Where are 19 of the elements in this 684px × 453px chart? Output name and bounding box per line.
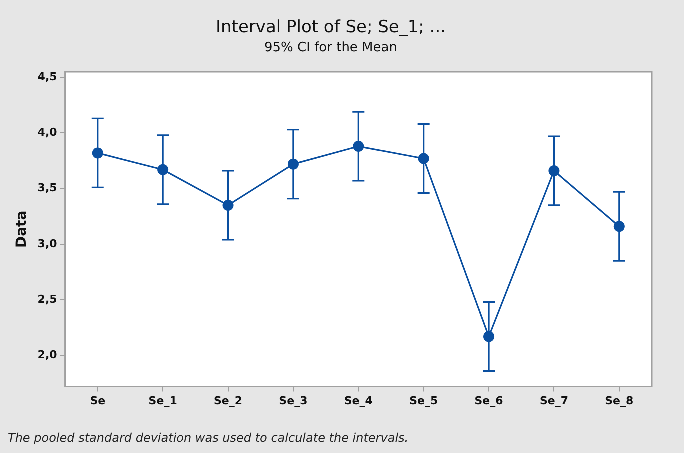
x-tick-label: Se_6 — [474, 394, 504, 408]
text: The pooled standard deviation was used to calculate the intervals. — [8, 431, 409, 445]
x-tick-label: Se_2 — [214, 394, 243, 408]
y-axis-title: Data — [14, 210, 30, 248]
x-tick-label: Se_3 — [279, 394, 308, 408]
x-tick-label: Se — [90, 394, 106, 408]
y-tick-label: 3,0 — [38, 237, 58, 250]
x-tick-label: Se_7 — [540, 394, 568, 408]
y-tick-label: 2,0 — [38, 348, 58, 362]
x-tick-label: Se_8 — [605, 394, 634, 408]
x-tick-label: Se_5 — [410, 394, 438, 408]
chart-subtitle: 95% CI for the Mean — [264, 40, 398, 56]
chart-title: Interval Plot of Se; Se_1; ... — [216, 18, 446, 38]
y-tick-label: 2,5 — [38, 292, 58, 306]
y-tick-label: 4,0 — [38, 126, 58, 140]
y-tick-label: 3,5 — [38, 182, 58, 195]
x-tick-label: Se_4 — [344, 394, 374, 408]
y-tick-label: 4,5 — [38, 70, 58, 84]
x-tick-label: Se_1 — [148, 394, 178, 408]
